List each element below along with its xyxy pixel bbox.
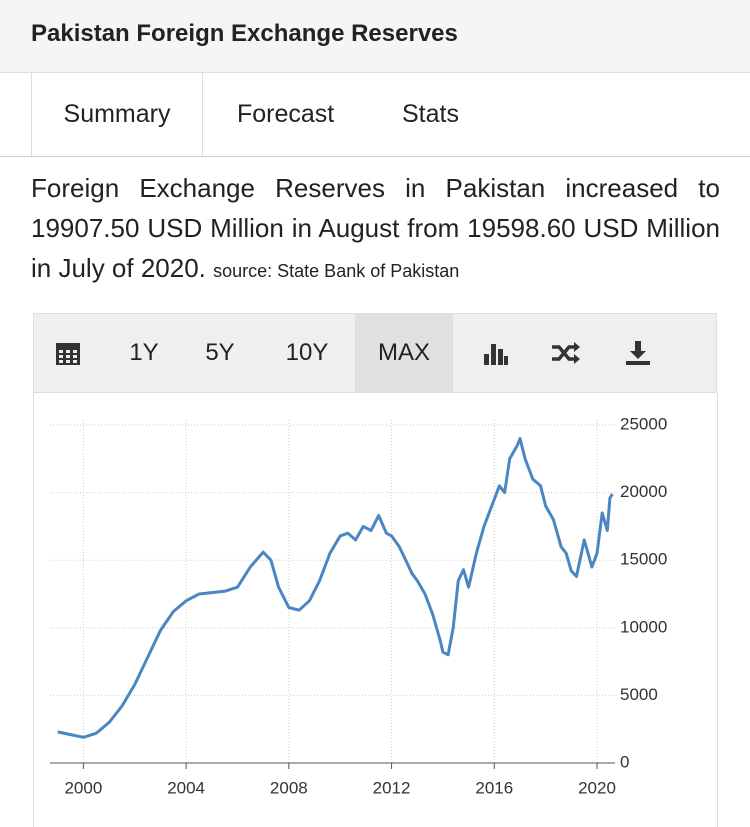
compare-button[interactable] <box>544 314 588 392</box>
source: source: State Bank of Pakistan <box>213 261 460 281</box>
x-tick-label: 2004 <box>167 778 205 797</box>
range-button[interactable]: 5Y <box>205 339 235 366</box>
y-tick-label: 5000 <box>620 685 658 704</box>
x-tick-label: 2000 <box>64 778 102 797</box>
x-tick-label: 2012 <box>373 778 411 797</box>
tab[interactable]: Stats <box>402 100 459 128</box>
plot: 0 5000 10000 15000 20000 25000 2000 2004 2008 201… <box>33 393 718 827</box>
calendar-icon <box>56 343 80 365</box>
description: Foreign Exchange Reserves in Pakistan in… <box>31 168 720 291</box>
range-button[interactable]: 10Y <box>285 339 329 366</box>
bar-icon <box>484 344 508 365</box>
calendar-button[interactable] <box>44 314 92 392</box>
x-tick-label: 2016 <box>475 778 513 797</box>
range-button[interactable]: 1Y <box>129 339 159 366</box>
toolbar: 1Y 5Y 10Y MAX <box>33 313 717 393</box>
tabs: Summary Forecast Stats <box>0 73 750 157</box>
description-text: Foreign Exchange Reserves in Pakistan in… <box>31 173 720 283</box>
y-tick-label: 0 <box>620 752 629 771</box>
x-tick-label: 2020 <box>578 778 616 797</box>
tab[interactable]: Summary <box>31 73 203 156</box>
x-tick-label: 2008 <box>270 778 308 797</box>
download-icon <box>626 341 650 365</box>
tab[interactable]: Forecast <box>237 100 335 128</box>
y-tick-label: 20000 <box>620 482 667 501</box>
y-tick-label: 10000 <box>620 617 667 636</box>
header-title: Pakistan Foreign Exchange Reserves <box>31 20 458 47</box>
shuffle-icon <box>552 342 580 364</box>
chart-type-button[interactable] <box>474 314 518 392</box>
data-line <box>57 437 614 739</box>
download-button[interactable] <box>616 314 660 392</box>
chart: 0 5000 10000 15000 20000 25000 2000 2004 2008 201… <box>33 393 718 827</box>
header: Pakistan Foreign Exchange Reserves <box>0 0 750 73</box>
range-button[interactable]: MAX <box>355 314 453 392</box>
y-tick-label: 15000 <box>620 550 667 569</box>
y-tick-label: 25000 <box>620 414 667 433</box>
